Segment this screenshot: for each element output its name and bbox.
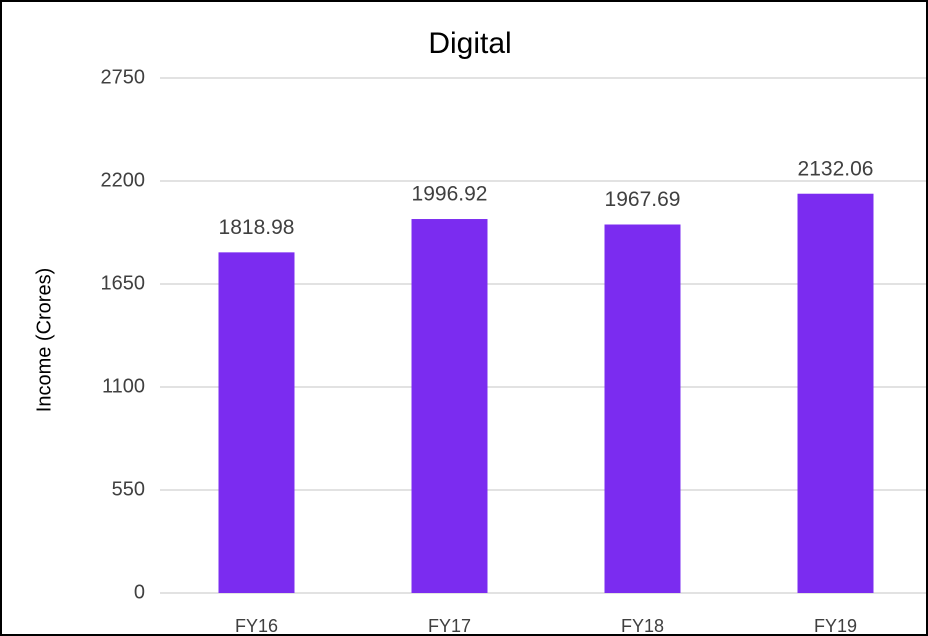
bar xyxy=(797,193,874,593)
x-tick-label: FY18 xyxy=(621,616,664,636)
bar xyxy=(411,219,488,593)
data-label: 1967.69 xyxy=(605,188,681,211)
y-tick-label: 1100 xyxy=(102,375,145,397)
bar xyxy=(604,224,681,594)
x-tick-label: FY19 xyxy=(814,616,857,636)
data-label: 1996.92 xyxy=(412,183,488,206)
y-axis-title: Income (Crores) xyxy=(33,268,55,412)
x-tick-label: FY16 xyxy=(235,616,278,636)
data-label: 2132.06 xyxy=(798,157,874,180)
y-tick-label: 1650 xyxy=(101,272,146,294)
y-tick-label: 550 xyxy=(112,478,145,500)
x-tick-label: FY17 xyxy=(428,616,471,636)
data-label: 1818.98 xyxy=(219,216,295,239)
bar xyxy=(218,252,295,593)
y-tick-label: 2200 xyxy=(101,169,146,191)
y-tick-label: 2750 xyxy=(101,66,146,88)
y-tick-label: 0 xyxy=(134,581,145,603)
chart-title: Digital xyxy=(428,27,511,60)
